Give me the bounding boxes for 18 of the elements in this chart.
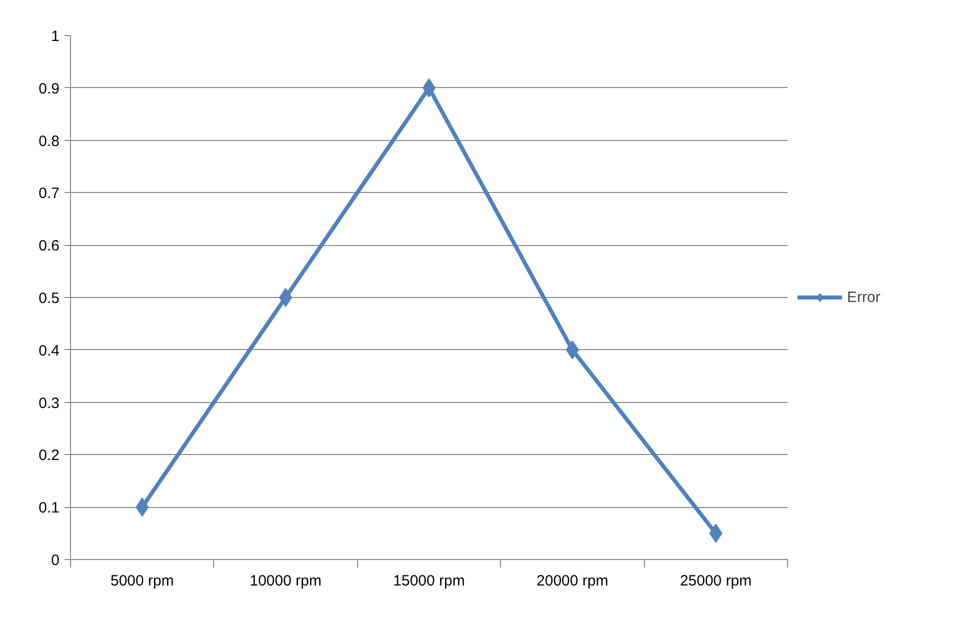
x-tick-label: 25000 rpm (680, 572, 752, 590)
y-tick-label: 0.9 (38, 80, 60, 98)
y-tick-label: 0.4 (38, 342, 60, 360)
x-tick-label: 10000 rpm (250, 572, 322, 590)
y-tick-label: 0.2 (38, 447, 60, 464)
x-tick-label: 15000 rpm (393, 572, 465, 590)
y-tick-label: 0.3 (38, 394, 60, 412)
y-tick-label: 0.8 (38, 132, 60, 150)
y-tick-label: 0.7 (38, 185, 60, 202)
y-tick-label: 1 (51, 28, 60, 45)
legend-label: Error (847, 288, 880, 306)
x-tick-label: 5000 rpm (110, 572, 174, 590)
y-tick-label: 0.1 (38, 500, 60, 517)
y-tick-label: 0 (51, 552, 60, 569)
point (279, 288, 292, 307)
x-tick-label: 20000 rpm (536, 572, 608, 590)
y-tick-label: 0.6 (38, 238, 60, 255)
y-tick-label: 0.5 (38, 290, 60, 307)
